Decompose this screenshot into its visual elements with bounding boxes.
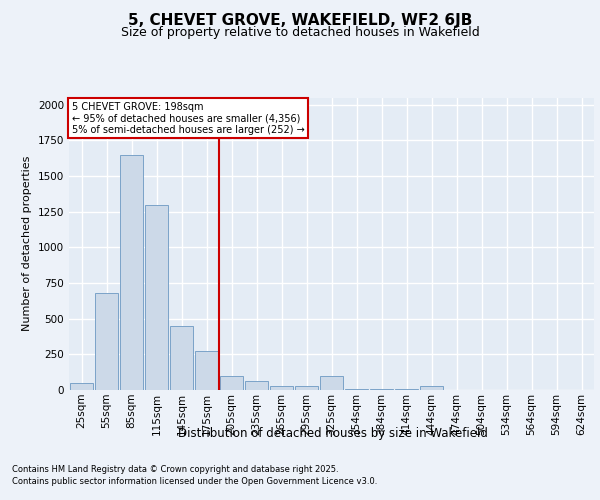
Bar bbox=[145, 204, 169, 390]
Text: 5, CHEVET GROVE, WAKEFIELD, WF2 6JB: 5, CHEVET GROVE, WAKEFIELD, WF2 6JB bbox=[128, 12, 472, 28]
Bar bbox=[220, 376, 244, 390]
Text: Size of property relative to detached houses in Wakefield: Size of property relative to detached ho… bbox=[121, 26, 479, 39]
Bar bbox=[119, 154, 143, 390]
Text: Contains HM Land Registry data © Crown copyright and database right 2025.: Contains HM Land Registry data © Crown c… bbox=[12, 465, 338, 474]
Text: Contains public sector information licensed under the Open Government Licence v3: Contains public sector information licen… bbox=[12, 478, 377, 486]
Bar bbox=[320, 376, 343, 390]
Bar bbox=[170, 326, 193, 390]
Bar bbox=[194, 352, 218, 390]
Y-axis label: Number of detached properties: Number of detached properties bbox=[22, 156, 32, 332]
Text: Distribution of detached houses by size in Wakefield: Distribution of detached houses by size … bbox=[178, 428, 488, 440]
Bar bbox=[95, 293, 118, 390]
Bar bbox=[245, 382, 268, 390]
Bar bbox=[269, 386, 293, 390]
Text: 5 CHEVET GROVE: 198sqm
← 95% of detached houses are smaller (4,356)
5% of semi-d: 5 CHEVET GROVE: 198sqm ← 95% of detached… bbox=[71, 102, 304, 135]
Bar bbox=[419, 386, 443, 390]
Bar bbox=[70, 383, 94, 390]
Bar bbox=[344, 388, 368, 390]
Bar bbox=[295, 386, 319, 390]
